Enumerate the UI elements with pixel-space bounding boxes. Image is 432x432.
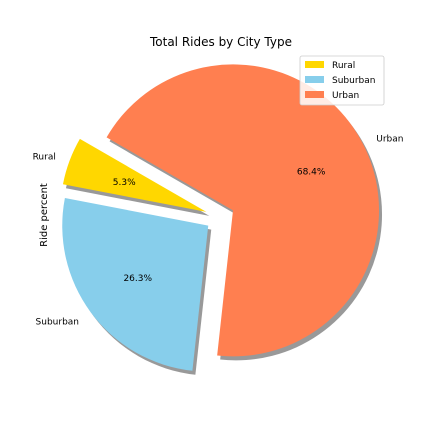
legend-swatch-urban: [305, 91, 324, 98]
slice-pct-label-urban: 68.4%: [297, 167, 326, 177]
slice-pct-label-suburban: 26.3%: [123, 274, 152, 284]
slice-category-label-urban: Urban: [376, 134, 403, 144]
slice-category-label-rural: Rural: [33, 152, 56, 162]
pie-slice-urban: [106, 64, 380, 357]
chart-title: Total Rides by City Type: [149, 35, 292, 49]
legend-swatch-rural: [305, 61, 324, 68]
legend-label-urban: Urban: [332, 91, 359, 101]
slice-category-label-suburban: Suburban: [36, 318, 79, 328]
slice-labels: 5.3% Rural 26.3% Suburban 68.4% Urban: [33, 134, 404, 327]
legend-swatch-suburban: [305, 76, 324, 83]
pie-slices: [62, 64, 380, 371]
legend-label-rural: Rural: [332, 61, 355, 71]
legend-label-suburban: Suburban: [332, 76, 375, 86]
pie-slice-suburban: [62, 198, 209, 371]
y-axis-label: Ride percent: [39, 183, 50, 247]
legend: Rural Suburban Urban: [299, 55, 385, 106]
slice-pct-label-rural: 5.3%: [113, 178, 136, 188]
pie-slice-rural: [62, 138, 207, 212]
